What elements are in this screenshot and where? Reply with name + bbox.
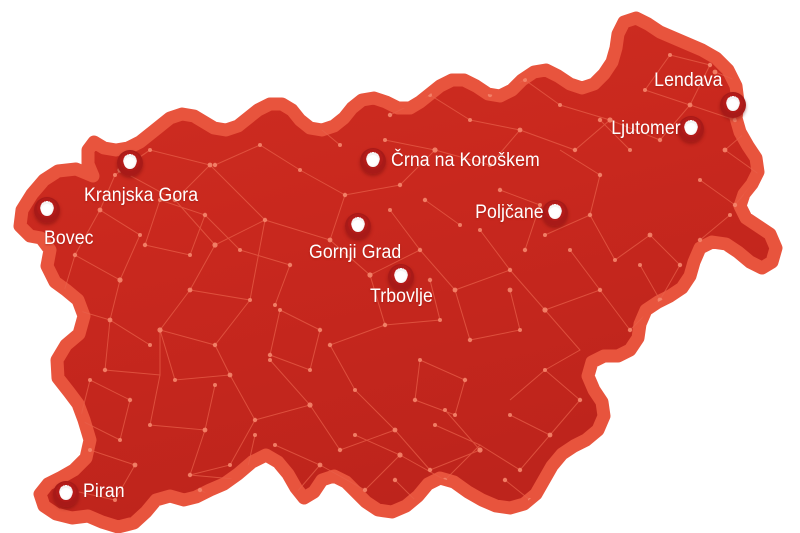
city-label-poljcane[interactable]: Poljčane	[475, 202, 544, 223]
city-label-kranjska-gora[interactable]: Kranjska Gora	[84, 185, 199, 206]
city-label-piran[interactable]: Piran	[83, 481, 125, 502]
city-label-crna-na-koroskem[interactable]: Črna na Koroškem	[391, 150, 540, 171]
city-label-bovec[interactable]: Bovec	[44, 228, 94, 249]
city-marker-crna-na-koroskem[interactable]	[360, 148, 386, 174]
city-label-ljutomer[interactable]: Ljutomer	[611, 118, 681, 139]
city-label-lendava[interactable]: Lendava	[654, 70, 723, 91]
city-marker-ljutomer[interactable]	[678, 116, 704, 142]
city-label-gornji-grad[interactable]: Gornji Grad	[309, 242, 402, 263]
city-marker-lendava[interactable]	[720, 92, 746, 118]
city-label-trbovlje[interactable]: Trbovlje	[370, 286, 433, 307]
city-marker-trbovlje[interactable]	[388, 264, 414, 290]
city-marker-gornji-grad[interactable]	[345, 213, 371, 239]
city-marker-bovec[interactable]	[34, 197, 60, 223]
city-marker-piran[interactable]	[53, 481, 79, 507]
network-texture	[58, 53, 762, 512]
city-marker-poljcane[interactable]	[542, 200, 568, 226]
city-marker-kranjska-gora[interactable]	[117, 150, 143, 176]
